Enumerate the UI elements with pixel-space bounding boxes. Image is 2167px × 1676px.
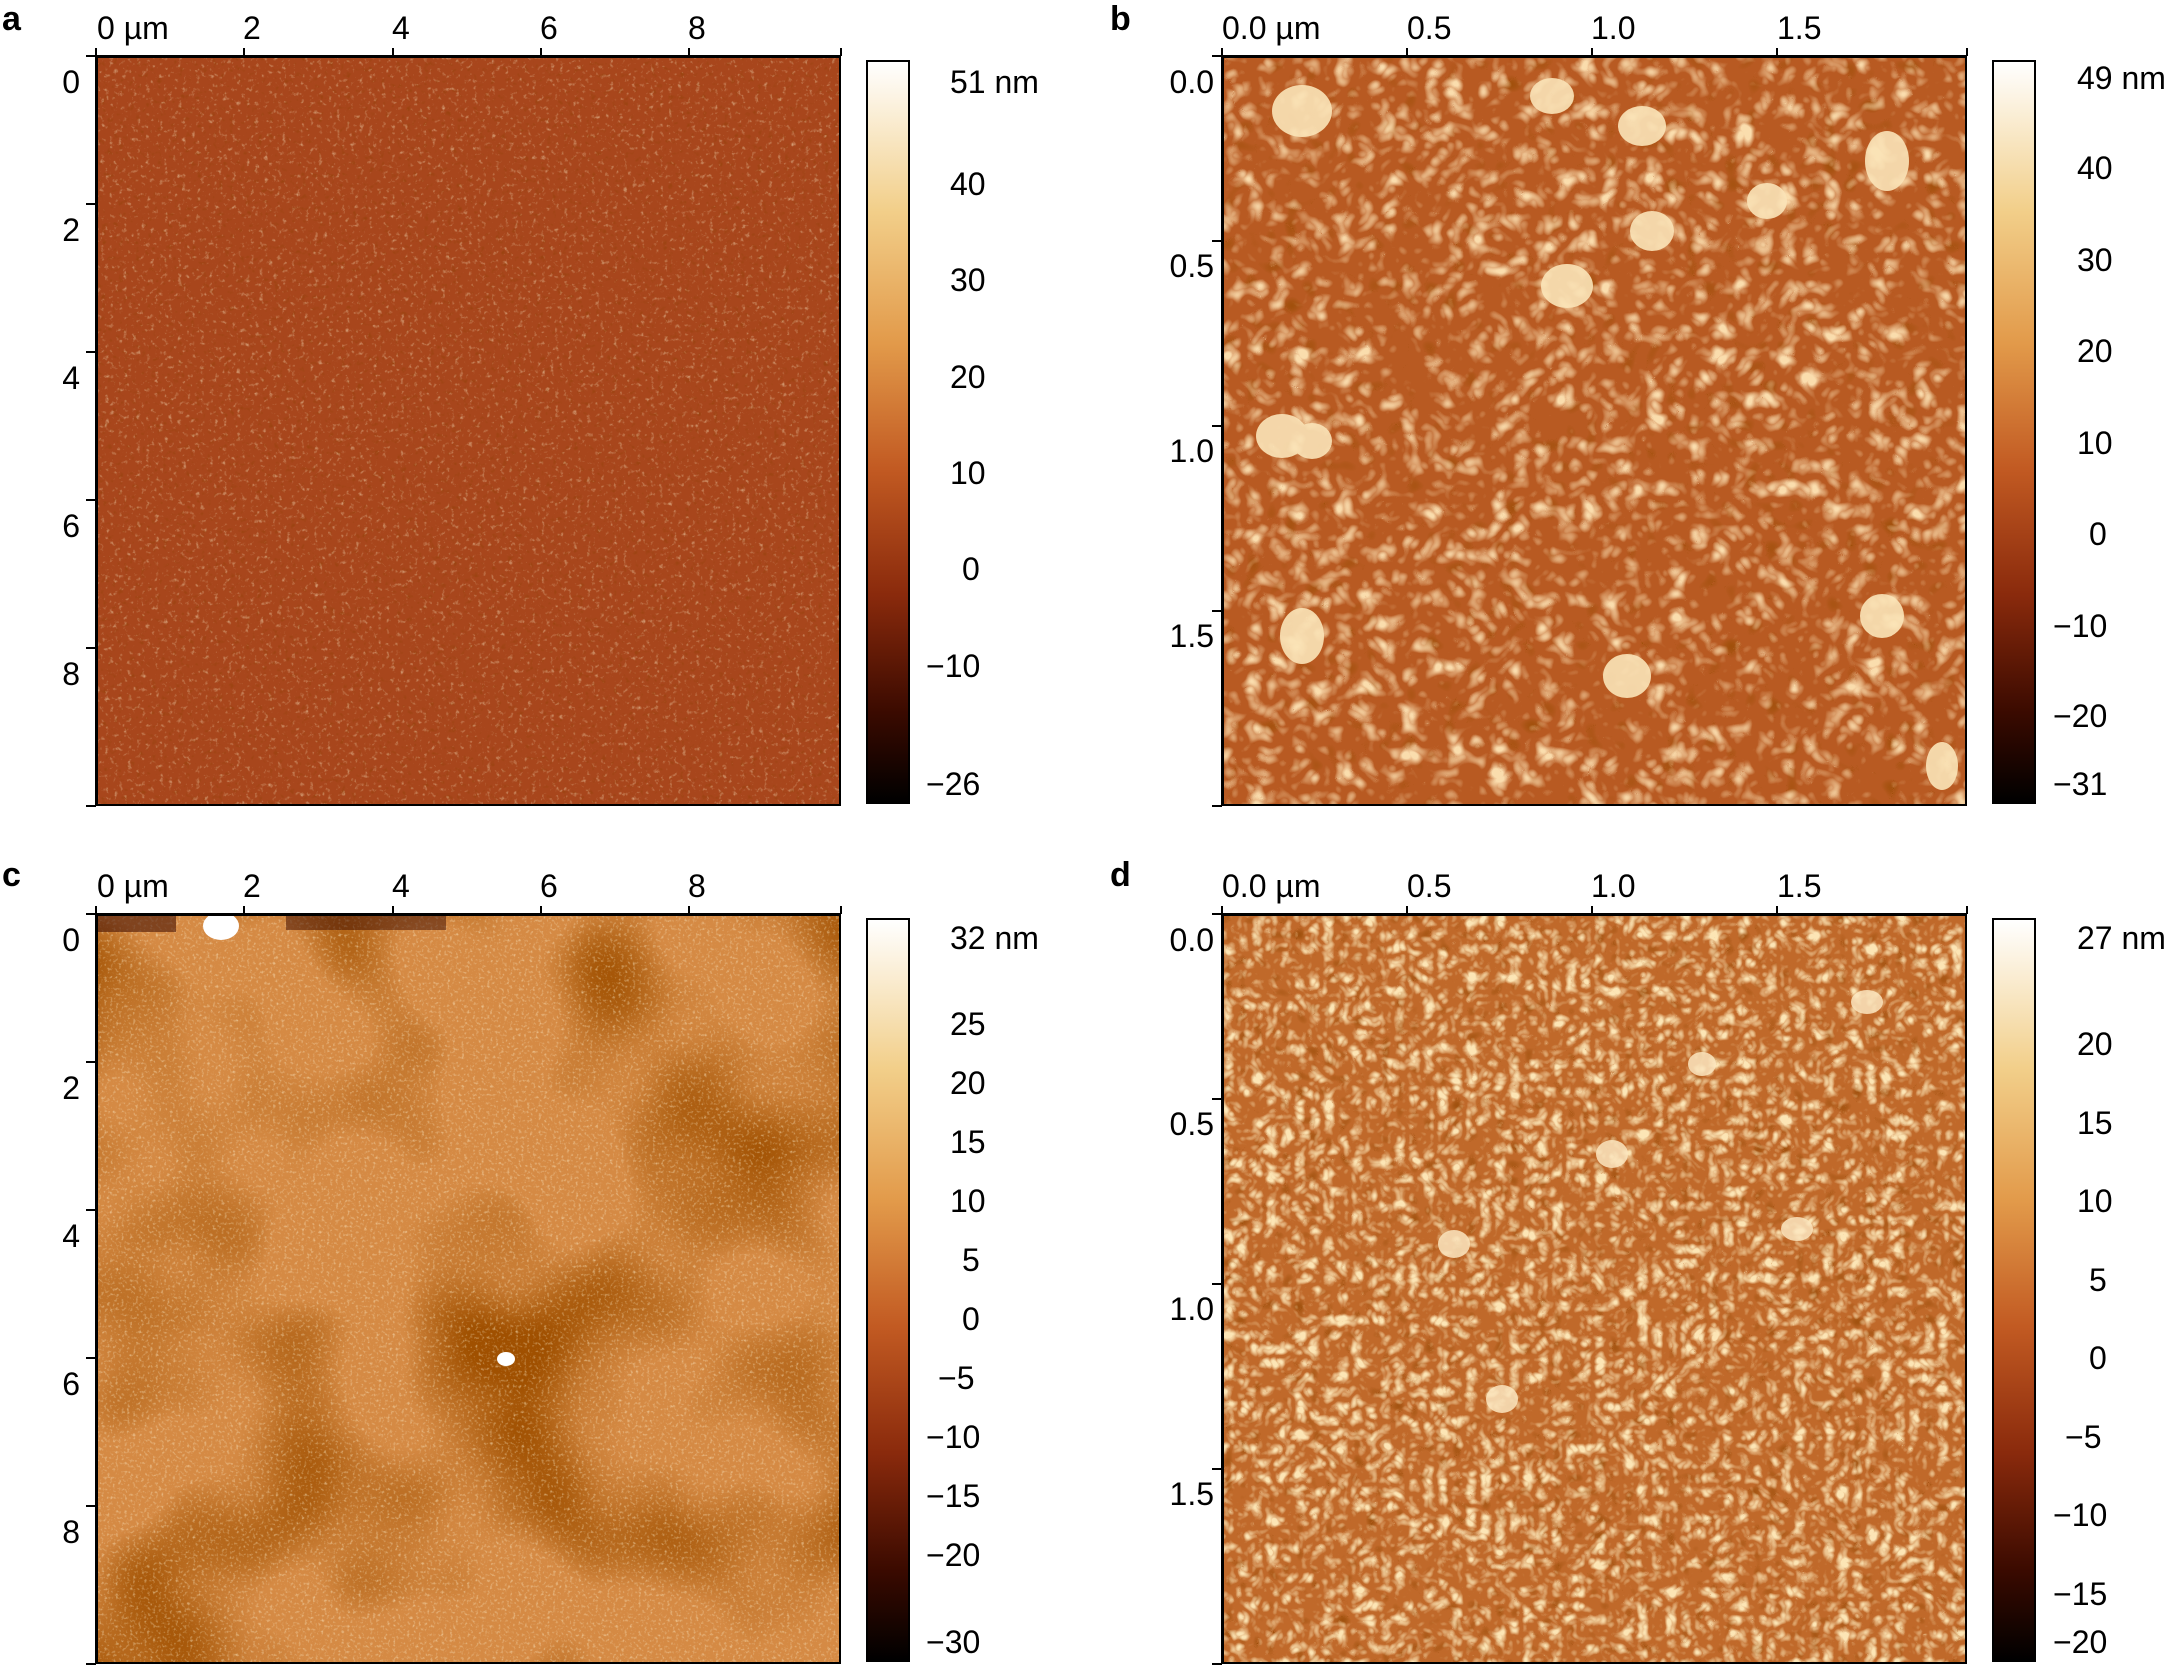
colorbar-label: 15 [950, 1124, 986, 1160]
panel-letter: a [2, 0, 21, 38]
colorbar-label: 20 [2077, 333, 2113, 369]
panel-letter: d [1110, 856, 1131, 894]
panel-letter: c [2, 856, 21, 894]
y-tick-label: 2 [62, 1070, 80, 1106]
x-tick-label: 0.0 µm [1222, 10, 1321, 46]
y-tick-label: 0 [62, 922, 80, 958]
colorbar-label: 10 [2077, 425, 2113, 461]
y-tick-label: 8 [62, 1514, 80, 1550]
y-tick-label: 1.5 [1169, 618, 1214, 654]
x-tick-label: 0 µm [97, 868, 169, 904]
colorbar-label: 40 [950, 166, 986, 202]
colorbar-label: 27 nm [2077, 920, 2166, 956]
colorbar [1992, 60, 2036, 804]
colorbar-label: 0 [962, 551, 980, 587]
colorbar-label: 0 [2089, 516, 2107, 552]
colorbar-label: −20 [926, 1537, 981, 1573]
y-tick-label: 0.5 [1169, 1106, 1214, 1142]
colorbar [1992, 918, 2036, 1662]
colorbar-label: −10 [926, 1419, 981, 1455]
y-tick-label: 6 [62, 508, 80, 544]
afm-height-map [1222, 56, 1967, 806]
x-tick-label: 2 [243, 868, 261, 904]
colorbar-label: 49 nm [2077, 60, 2166, 96]
y-tick-label: 6 [62, 1366, 80, 1402]
colorbar-label: 10 [950, 1183, 986, 1219]
x-tick-label: 4 [392, 10, 410, 46]
x-tick-label: 1.5 [1777, 868, 1822, 904]
x-tick-label: 1.0 [1591, 10, 1636, 46]
panel-letter: b [1110, 0, 1131, 38]
x-tick-label: 0.5 [1407, 868, 1452, 904]
colorbar-label: −15 [2053, 1576, 2108, 1612]
y-tick-label: 4 [62, 1218, 80, 1254]
colorbar-label: 30 [950, 262, 986, 298]
colorbar-label: −31 [2053, 766, 2108, 802]
colorbar-label: −26 [926, 766, 981, 802]
colorbar-label: 5 [962, 1242, 980, 1278]
colorbar-label: −20 [2053, 1624, 2108, 1660]
x-tick-label: 4 [392, 868, 410, 904]
colorbar-label: −10 [2053, 608, 2108, 644]
y-tick-label: 1.0 [1169, 1291, 1214, 1327]
y-tick-label: 0.0 [1169, 64, 1214, 100]
colorbar-label: 0 [2089, 1340, 2107, 1376]
y-tick-label: 1.0 [1169, 433, 1214, 469]
colorbar-label: −20 [2053, 698, 2108, 734]
colorbar-label: 10 [2077, 1183, 2113, 1219]
colorbar [866, 60, 910, 804]
afm-height-map [96, 56, 841, 806]
colorbar-label: −30 [926, 1624, 981, 1660]
colorbar-label: 51 nm [950, 64, 1039, 100]
x-tick-label: 0.5 [1407, 10, 1452, 46]
y-tick-label: 1.5 [1169, 1476, 1214, 1512]
colorbar-label: 40 [2077, 150, 2113, 186]
colorbar-label: 0 [962, 1301, 980, 1337]
colorbar-label: −5 [938, 1360, 975, 1396]
x-tick-label: 1.5 [1777, 10, 1822, 46]
x-tick-label: 1.0 [1591, 868, 1636, 904]
colorbar-label: 32 nm [950, 920, 1039, 956]
x-tick-label: 2 [243, 10, 261, 46]
x-tick-label: 6 [540, 868, 558, 904]
panel-b: b 0.0 µm 0.5 1.0 1.5 0.0 0.5 1.0 1.5 [1110, 0, 2167, 832]
y-tick-label: 4 [62, 360, 80, 396]
panel-d: d 0.0 µm 0.5 1.0 1.5 0.0 0.5 1.0 1.5 [1110, 832, 2167, 1665]
colorbar-label: −10 [926, 648, 981, 684]
y-tick-label: 8 [62, 656, 80, 692]
colorbar-label: 5 [2089, 1262, 2107, 1298]
y-tick-label: 0.5 [1169, 248, 1214, 284]
afm-height-map [96, 914, 841, 1664]
x-tick-label: 0 µm [97, 10, 169, 46]
x-tick-label: 8 [688, 868, 706, 904]
colorbar-label: −10 [2053, 1497, 2108, 1533]
colorbar-label: 15 [2077, 1105, 2113, 1141]
panel-c: c 0 µm 2 4 6 8 0 2 4 6 8 [0, 832, 1083, 1665]
y-tick-label: 2 [62, 212, 80, 248]
y-tick-label: 0 [62, 64, 80, 100]
colorbar-label: 30 [2077, 242, 2113, 278]
colorbar-label: 10 [950, 455, 986, 491]
colorbar-label: 20 [950, 1065, 986, 1101]
colorbar-label: 20 [2077, 1026, 2113, 1062]
colorbar-label: −5 [2065, 1419, 2102, 1455]
y-tick-label: 0.0 [1169, 922, 1214, 958]
x-tick-label: 8 [688, 10, 706, 46]
panel-a: a 0 µm 2 4 6 8 0 2 4 6 8 [0, 0, 1083, 832]
colorbar [866, 918, 910, 1662]
colorbar-label: 20 [950, 359, 986, 395]
colorbar-label: −15 [926, 1478, 981, 1514]
colorbar-label: 25 [950, 1006, 986, 1042]
x-tick-label: 0.0 µm [1222, 868, 1321, 904]
x-tick-label: 6 [540, 10, 558, 46]
